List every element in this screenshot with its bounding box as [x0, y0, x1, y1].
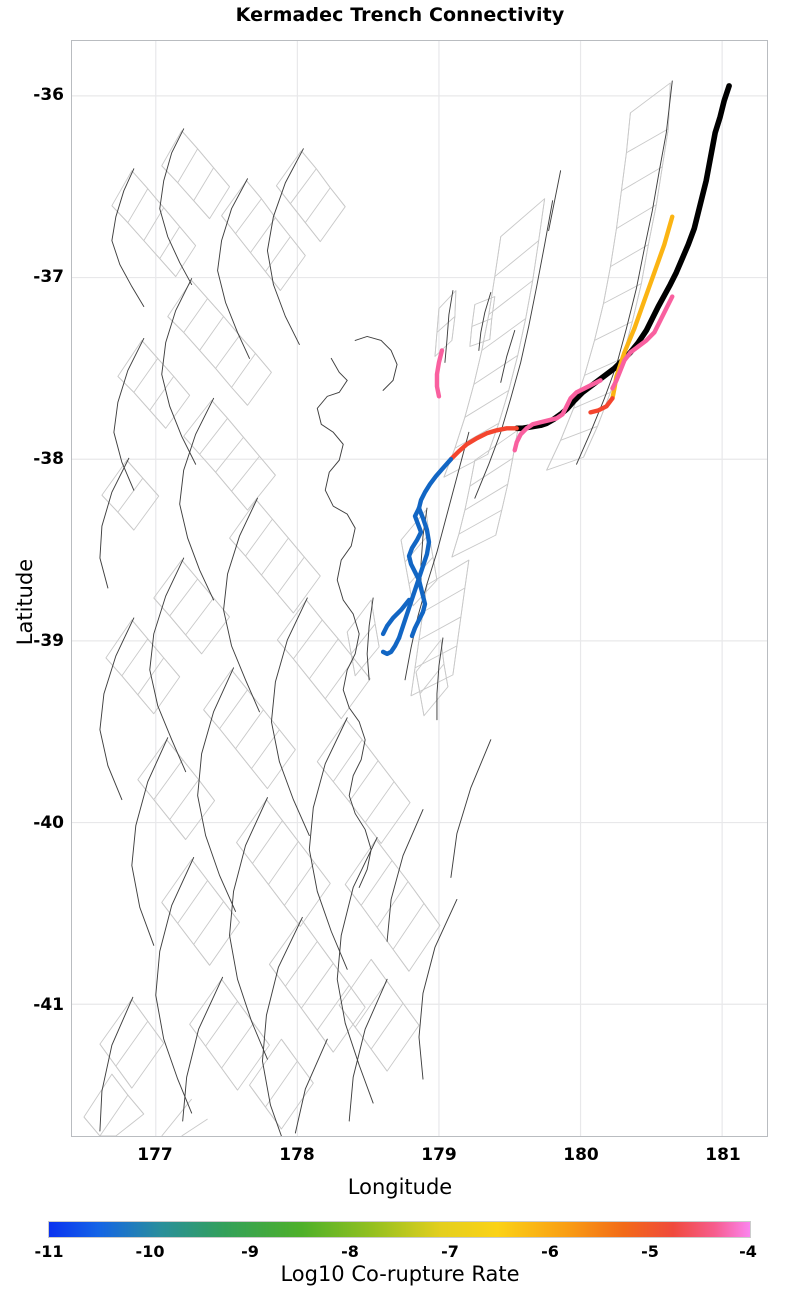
xtick-label: 181 [705, 1145, 741, 1165]
ytick-label: -37 [33, 267, 64, 287]
colorbar-tick-label: -6 [541, 1242, 559, 1261]
colorbar-tick-label: -10 [135, 1242, 165, 1261]
ytick-label: -39 [33, 631, 64, 651]
ytick-label: -36 [33, 85, 64, 105]
segment-blue-upper [416, 457, 454, 511]
segment-red-orange [448, 426, 519, 462]
segment-pink-west [512, 426, 529, 453]
fault-surface-traces [99, 80, 673, 1136]
colorbar-tick-label: -4 [739, 1242, 757, 1261]
colorbar-gradient [48, 1221, 751, 1238]
gridlines [72, 41, 767, 1136]
ytick-label: -38 [33, 449, 64, 469]
map-plot-area[interactable] [71, 40, 768, 1137]
colorbar-tick-label: -7 [441, 1242, 459, 1261]
xtick-label: 180 [563, 1145, 599, 1165]
colorbar-label: Log10 Co-rupture Rate [280, 1262, 520, 1286]
segment-pink-isolated [434, 348, 445, 399]
ytick-label: -41 [33, 995, 64, 1015]
xtick-label: 179 [421, 1145, 457, 1165]
colorbar-tick-label: -9 [241, 1242, 259, 1261]
colorbar-tick-label: -11 [34, 1242, 64, 1261]
map-svg [72, 41, 767, 1136]
reference-trench-line [513, 83, 732, 432]
corupture-segments [380, 214, 675, 657]
segment-red-stub [588, 396, 615, 415]
xtick-label: 178 [279, 1145, 315, 1165]
page-title: Kermadec Trench Connectivity [235, 4, 565, 26]
fault-downdip-projections [83, 82, 671, 1136]
segment-blue-branch-b [409, 585, 428, 639]
segment-pink-north [610, 294, 675, 391]
colorbar-tick-label: -5 [641, 1242, 659, 1261]
colorbar-tick-label: -8 [341, 1242, 359, 1261]
ytick-label: -40 [33, 813, 64, 833]
segment-blue-hook [380, 597, 412, 637]
segment-blue-branch-a [406, 505, 424, 591]
segment-pink-mid [524, 378, 603, 431]
x-axis-label: Longitude [347, 1175, 453, 1199]
y-axis-label: Latitude [13, 558, 38, 646]
colorbar[interactable] [48, 1221, 751, 1238]
segment-blue-long [396, 505, 432, 641]
xtick-label: 177 [137, 1145, 173, 1165]
segment-blue-tail [380, 635, 402, 657]
